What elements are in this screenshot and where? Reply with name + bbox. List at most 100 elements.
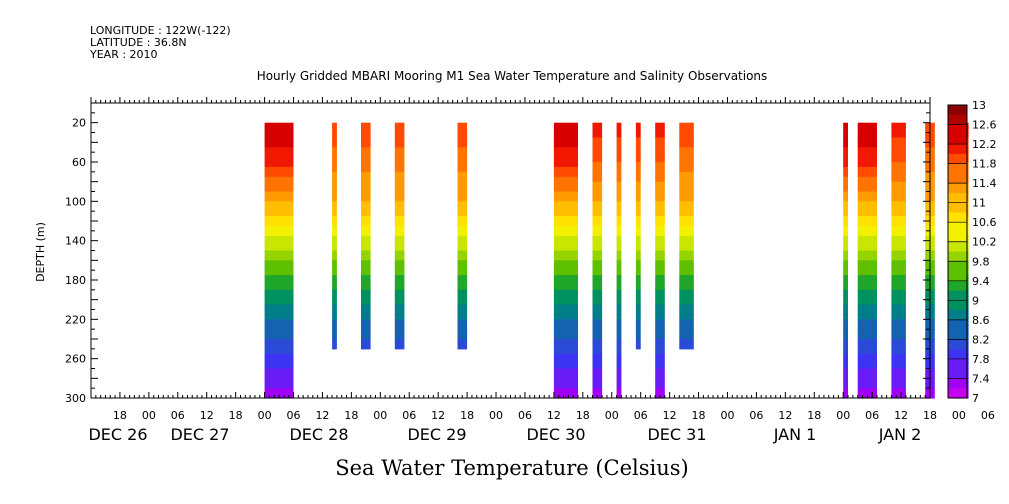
data-cell — [553, 319, 578, 325]
data-cell — [679, 176, 694, 183]
data-cell — [857, 299, 877, 306]
data-cell — [843, 181, 848, 188]
data-cell — [843, 260, 848, 266]
data-cell — [332, 255, 337, 261]
colorbar-label: 12.2 — [972, 138, 997, 151]
data-cell — [843, 388, 848, 394]
colorbar: 13 12.6 12.2 11.8 11.4 11 10.6 10.2 9.8 9.4 9 8.6 8.… — [947, 99, 997, 405]
data-cell — [332, 245, 337, 252]
data-cell — [857, 181, 877, 188]
data-cell — [616, 216, 622, 222]
data-cell — [635, 162, 641, 168]
data-cell — [553, 324, 578, 330]
data-cell — [616, 304, 622, 311]
data-cell — [457, 319, 468, 325]
data-cell — [655, 201, 665, 207]
data-cell — [843, 122, 848, 129]
observation-column — [655, 122, 665, 399]
data-cell — [264, 304, 294, 311]
data-cell — [616, 235, 622, 242]
data-cell — [332, 166, 337, 173]
observation-column — [592, 122, 603, 399]
data-cell — [457, 181, 468, 188]
data-cell — [679, 260, 694, 266]
data-cell — [857, 245, 877, 252]
data-cell — [891, 299, 906, 306]
data-cell — [332, 314, 337, 320]
data-cell — [592, 373, 603, 379]
data-cell — [264, 284, 294, 291]
data-cell — [361, 122, 371, 129]
data-cell — [592, 132, 603, 138]
data-cell — [457, 343, 468, 350]
data-cell — [679, 137, 694, 143]
data-cell — [264, 280, 294, 286]
data-cell — [553, 373, 578, 379]
data-cell — [616, 343, 622, 350]
data-cell — [332, 260, 337, 266]
data-cell — [553, 235, 578, 242]
data-cell — [843, 334, 848, 340]
data-cell — [457, 235, 468, 242]
data-cell — [394, 152, 405, 158]
data-cell — [679, 235, 694, 242]
data-cell — [655, 240, 665, 247]
data-cell — [553, 250, 578, 256]
observation-column — [843, 122, 848, 399]
data-cell — [332, 230, 337, 237]
data-cell — [891, 368, 906, 374]
data-cell — [592, 240, 603, 247]
data-cell — [635, 265, 641, 271]
data-cell — [857, 304, 877, 311]
data-cell — [592, 216, 603, 222]
data-cell — [332, 299, 337, 306]
data-cell — [592, 324, 603, 330]
data-cell — [553, 334, 578, 340]
data-cell — [635, 225, 641, 232]
data-cell — [264, 368, 294, 374]
data-cell — [553, 309, 578, 315]
data-cell — [635, 294, 641, 301]
observation-column — [857, 122, 877, 399]
data-cell — [394, 122, 405, 129]
data-cell — [616, 329, 622, 335]
x-tick-label: 06 — [865, 409, 879, 422]
data-cell — [361, 260, 371, 266]
plot-frame — [90, 102, 931, 399]
data-cell — [332, 235, 337, 242]
data-cell — [679, 230, 694, 237]
data-cell — [616, 270, 622, 276]
data-cell — [655, 339, 665, 345]
data-cell — [616, 127, 622, 134]
data-cell — [635, 304, 641, 311]
data-cell — [857, 289, 877, 296]
data-cell — [857, 339, 877, 345]
data-cell — [843, 240, 848, 247]
data-cell — [891, 196, 906, 202]
x-tick-label: 06 — [402, 409, 416, 422]
data-cell — [655, 388, 665, 394]
data-cell — [891, 353, 906, 360]
data-cell — [592, 250, 603, 256]
data-cell — [891, 304, 906, 311]
data-cell — [843, 127, 848, 134]
data-cell — [394, 191, 405, 197]
colorbar-label: 8.6 — [972, 314, 990, 327]
data-cell — [616, 162, 622, 168]
data-cell — [394, 157, 405, 163]
data-cell — [592, 260, 603, 266]
colorbar-band — [948, 339, 967, 350]
data-cell — [616, 191, 622, 197]
data-cell — [857, 353, 877, 360]
data-cell — [843, 132, 848, 138]
data-cell — [264, 299, 294, 306]
data-cell — [679, 152, 694, 158]
data-cell — [655, 309, 665, 315]
data-cell — [616, 324, 622, 330]
data-cell — [361, 221, 371, 227]
colorbar-label: 11 — [972, 197, 986, 210]
data-cell — [394, 196, 405, 202]
data-cell — [635, 289, 641, 296]
data-cell — [553, 211, 578, 217]
data-cell — [655, 348, 665, 355]
